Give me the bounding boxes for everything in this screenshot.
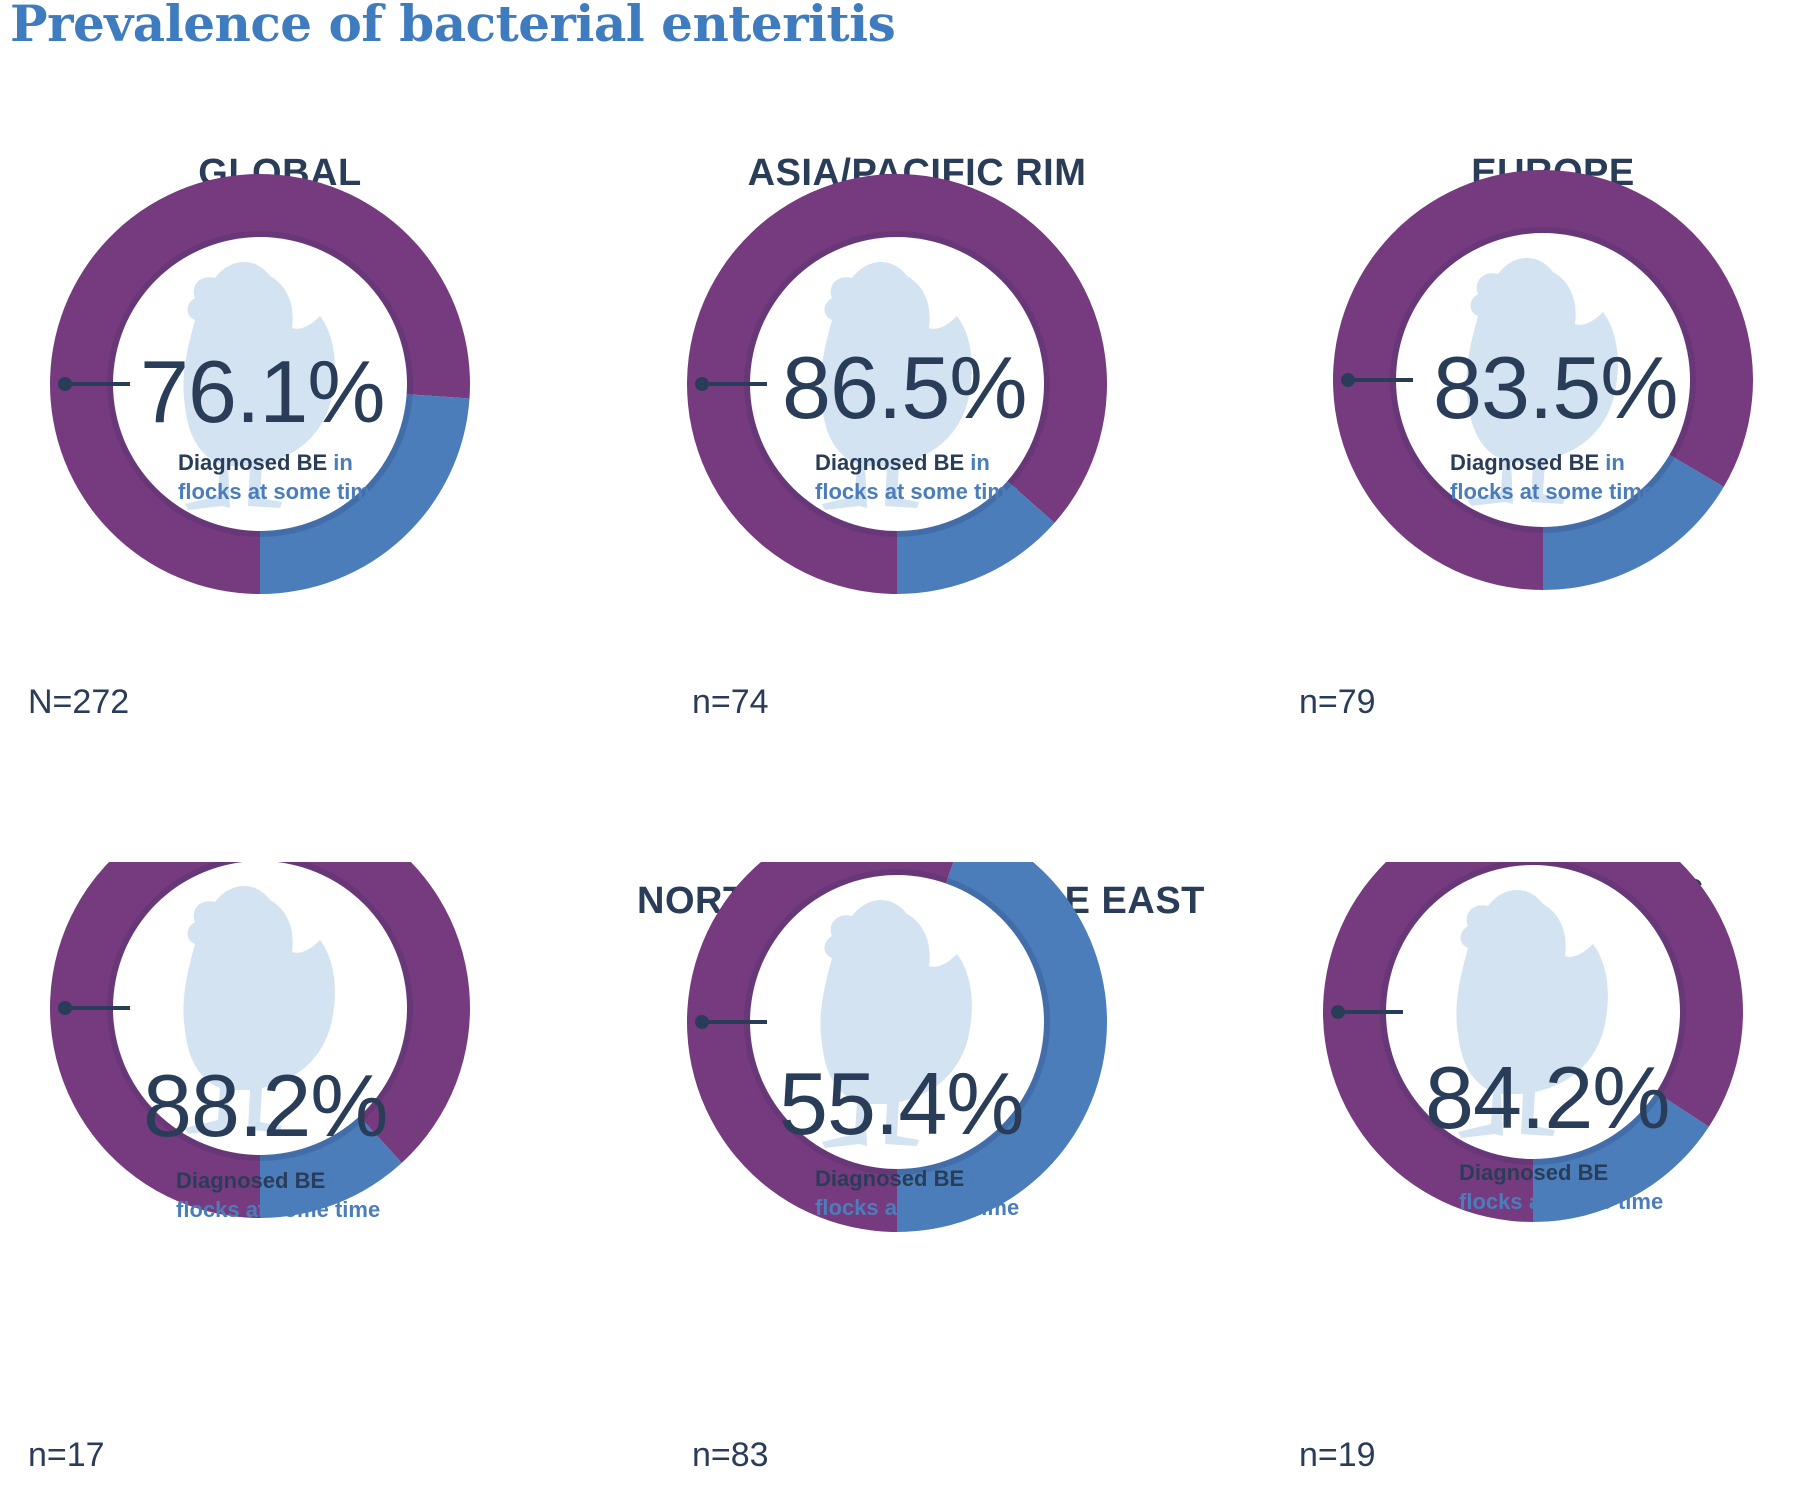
caption-part2: in: [331, 1168, 351, 1193]
caption-part2: in: [333, 450, 353, 475]
caption-line2: flocks at some time: [176, 1197, 381, 1222]
caption: Diagnosed BE in flocks at some time: [1459, 1158, 1663, 1216]
chart-panel-global: GLOBAL 76.1% Diagnosed BE in flocks at s…: [0, 130, 560, 750]
caption-part1: Diagnosed BE: [815, 450, 965, 475]
chicken-icon: [1456, 889, 1608, 1138]
chart-panel-united-states: UNITED STATES 84.2% Diagnosed BE in floc…: [1273, 862, 1800, 1482]
sample-size-label: n=83: [692, 1436, 769, 1474]
sample-size-label: n=79: [1299, 683, 1376, 721]
caption: Diagnosed BE in flocks at some time: [1450, 448, 1654, 506]
value-label: 86.5%: [782, 338, 1028, 437]
sample-size-label: n=74: [692, 683, 769, 721]
donut-chart: [687, 862, 1107, 1232]
chicken-icon: [183, 885, 335, 1134]
caption-line2: flocks at some time: [815, 1195, 1020, 1220]
caption-part2: in: [1605, 450, 1625, 475]
caption: Diagnosed BE in flocks at some time: [176, 1166, 380, 1224]
donut-chart: [50, 173, 470, 594]
caption: Diagnosed BE in flocks at some time: [815, 1164, 1019, 1222]
caption-line2: flocks at some time: [178, 479, 383, 504]
caption-part2: in: [970, 1166, 990, 1191]
leader-dot: [1331, 1005, 1345, 1019]
caption-line2: flocks at some time: [1450, 479, 1655, 504]
donut-chart: [50, 862, 470, 1218]
caption: Diagnosed BE in flocks at some time: [178, 448, 382, 506]
leader-dot: [58, 1001, 72, 1015]
sample-size-label: N=272: [28, 683, 130, 721]
donut-chart: [1333, 170, 1753, 590]
caption-part2: in: [1614, 1160, 1634, 1185]
caption-part1: Diagnosed BE: [176, 1168, 326, 1193]
caption-part1: Diagnosed BE: [178, 450, 328, 475]
chart-panel-europe: EUROPE 83.5% Diagnosed BE in flocks at s…: [1273, 130, 1800, 750]
caption: Diagnosed BE in flocks at some time: [815, 448, 1019, 506]
caption-part2: in: [970, 450, 990, 475]
chart-panel-north-africa-middle-east: NORTH AFRICA/MIDDLE EAST 55.4% Diagnosed…: [637, 862, 1204, 1482]
caption-line2: flocks at some time: [1459, 1189, 1664, 1214]
sample-size-label: n=17: [28, 1436, 105, 1474]
chart-panel-asia-pacific-rim: ASIA/PACIFIC RIM 86.5% Diagnosed BE in f…: [637, 130, 1197, 750]
chicken-icon: [1466, 257, 1618, 507]
value-label: 84.2%: [1425, 1048, 1671, 1147]
sample-size-label: n=19: [1299, 1436, 1376, 1474]
chart-panel-latin-america: LATIN AMERICA 88.2% Diagnosed BE in floc…: [0, 862, 560, 1482]
leader-dot: [1341, 373, 1355, 387]
page-title: Prevalence of bacterial enteritis: [10, 0, 896, 53]
leader-dot: [695, 377, 709, 391]
value-label: 76.1%: [140, 342, 386, 441]
value-label: 83.5%: [1433, 338, 1679, 437]
chicken-icon: [820, 899, 972, 1148]
donut-chart: [1323, 862, 1743, 1222]
caption-part1: Diagnosed BE: [815, 1166, 965, 1191]
donut-chart: [687, 174, 1107, 594]
leader-dot: [695, 1015, 709, 1029]
value-label: 88.2%: [143, 1056, 389, 1155]
chicken-icon: [183, 261, 335, 511]
caption-part1: Diagnosed BE: [1450, 450, 1600, 475]
caption-line2: flocks at some time: [815, 479, 1020, 504]
chicken-icon: [820, 261, 972, 511]
leader-dot: [58, 377, 72, 391]
caption-part1: Diagnosed BE: [1459, 1160, 1609, 1185]
value-label: 55.4%: [779, 1054, 1025, 1153]
